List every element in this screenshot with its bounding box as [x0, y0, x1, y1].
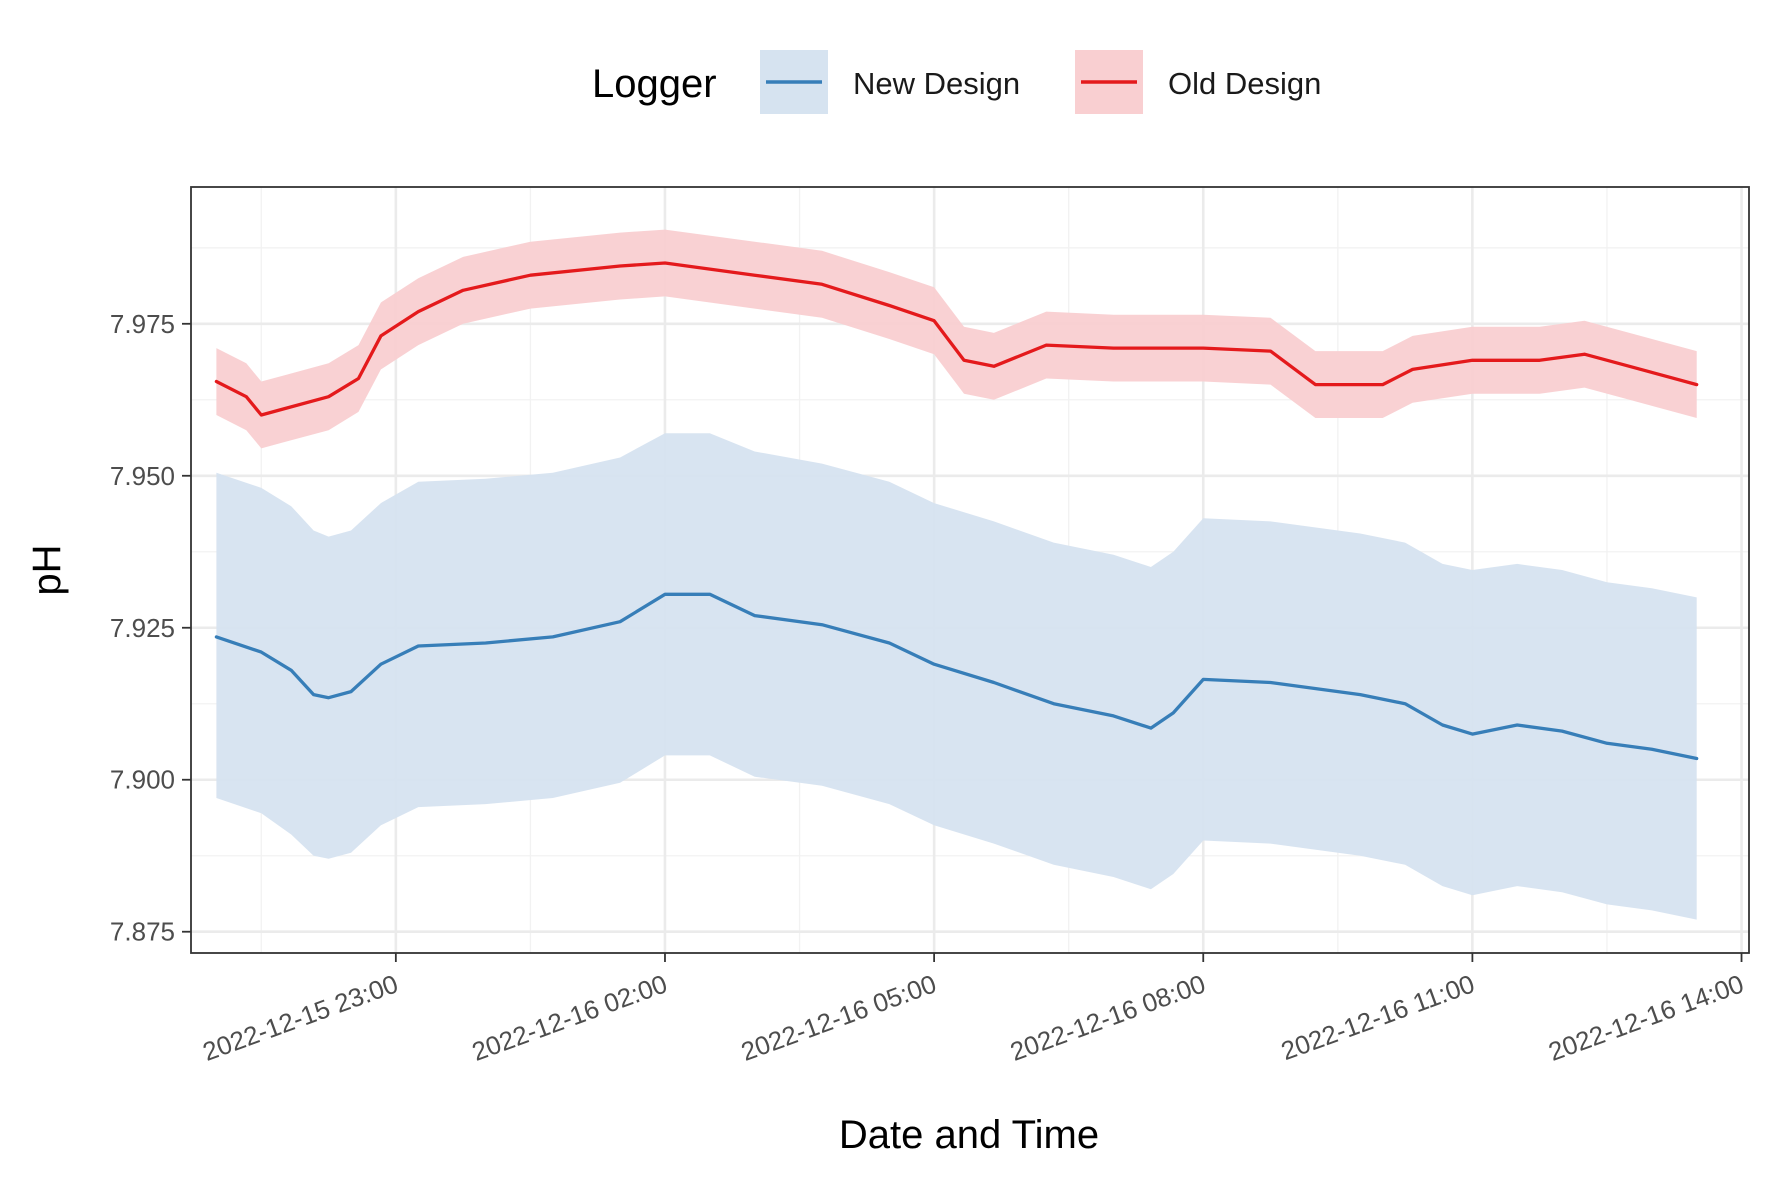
x-axis-title: Date and Time — [839, 1113, 1099, 1157]
series-lines — [214, 261, 1699, 761]
line-new-design — [214, 592, 1699, 761]
y-tick-label: 7.950 — [110, 461, 175, 491]
ribbon-old-design — [216, 229, 1697, 449]
legend-label-new-design: New Design — [853, 66, 1020, 101]
y-axis: 7.875 7.900 7.925 7.950 7.975 — [110, 309, 191, 947]
legend-label-old-design: Old Design — [1168, 66, 1321, 101]
y-tick-label: 7.925 — [110, 613, 175, 643]
confidence-ribbons — [216, 229, 1697, 920]
y-axis-title: pH — [25, 544, 69, 595]
y-tick-label: 7.975 — [110, 309, 175, 339]
panel-border — [190, 186, 1750, 954]
y-tick-label: 7.875 — [110, 917, 175, 947]
y-tick-label: 7.900 — [110, 765, 175, 795]
legend: Logger New Design Old Design — [592, 50, 1321, 114]
plot-panel — [190, 186, 1750, 954]
ribbon-new-design — [216, 433, 1697, 920]
legend-title: Logger — [592, 62, 717, 106]
line-old-design — [214, 261, 1699, 417]
